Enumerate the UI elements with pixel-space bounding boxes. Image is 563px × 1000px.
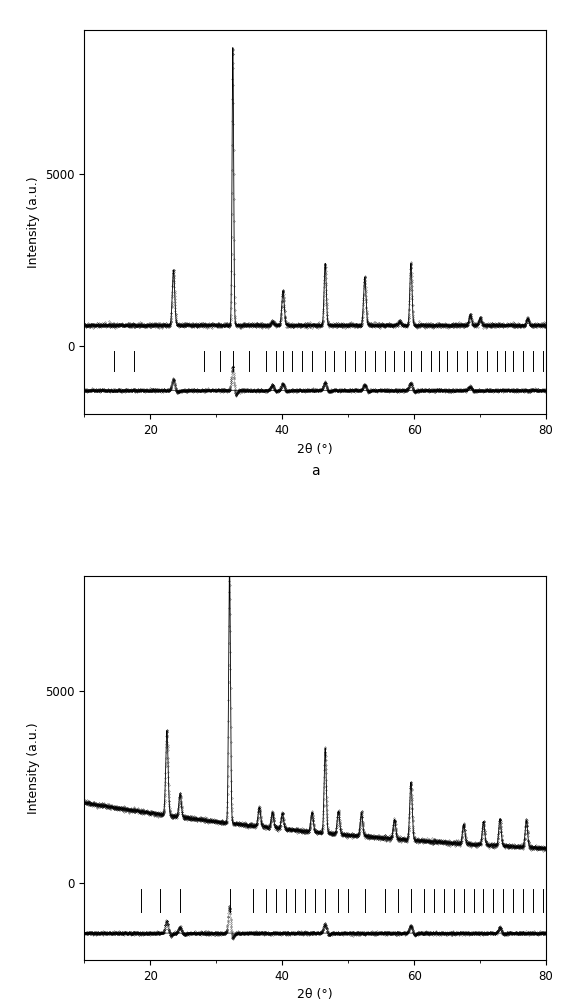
X-axis label: 2θ (°): 2θ (°) — [297, 443, 333, 456]
Y-axis label: Intensity (a.u.): Intensity (a.u.) — [26, 722, 39, 814]
X-axis label: 2θ (°): 2θ (°) — [297, 988, 333, 1000]
Y-axis label: Intensity (a.u.): Intensity (a.u.) — [26, 176, 39, 268]
Text: a: a — [311, 464, 320, 478]
